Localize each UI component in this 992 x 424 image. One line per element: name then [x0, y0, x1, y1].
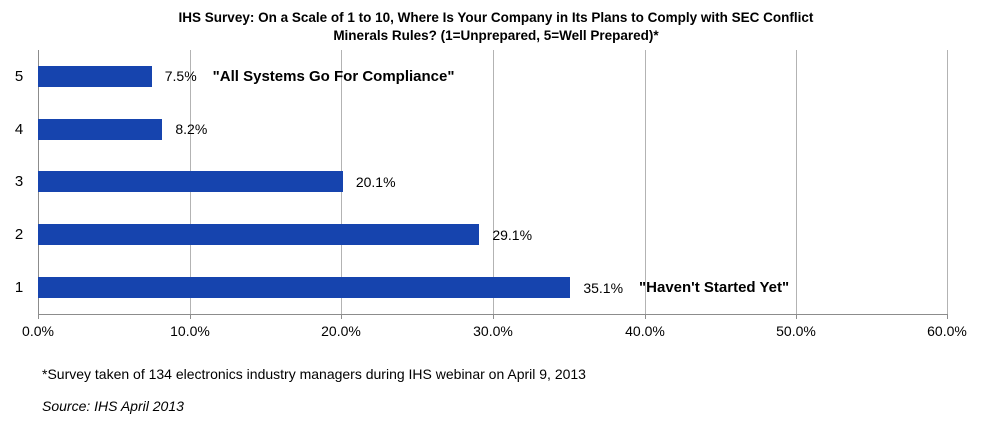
category-label: 4 — [14, 120, 24, 138]
value-label: 35.1% — [583, 279, 624, 296]
gridline — [947, 50, 948, 314]
x-tick-mark — [796, 314, 797, 319]
x-tick-mark — [645, 314, 646, 319]
source-note: Source: IHS April 2013 — [42, 398, 184, 414]
chart-title: IHS Survey: On a Scale of 1 to 10, Where… — [0, 9, 992, 44]
x-tick-mark — [341, 314, 342, 319]
bar — [38, 171, 343, 193]
bar — [38, 277, 571, 299]
x-tick-label: 60.0% — [927, 323, 967, 339]
gridline — [796, 50, 797, 314]
bar — [38, 224, 480, 246]
x-tick-label: 40.0% — [625, 323, 665, 339]
gridline — [645, 50, 646, 314]
bar — [38, 118, 163, 140]
chart-title-line-1: IHS Survey: On a Scale of 1 to 10, Where… — [178, 10, 814, 25]
chart-title-line-2: Minerals Rules? (1=Unprepared, 5=Well Pr… — [333, 27, 659, 43]
x-tick-mark — [190, 314, 191, 319]
annotation: "All Systems Go For Compliance" — [212, 67, 455, 85]
category-label: 3 — [14, 173, 24, 191]
x-tick-mark — [947, 314, 948, 319]
bar-row-5: 5 7.5% "All Systems Go For Compliance" — [15, 50, 948, 103]
x-tick-mark — [493, 314, 494, 319]
value-label: 7.5% — [164, 68, 197, 85]
category-label: 5 — [14, 67, 24, 85]
bar-row-2: 2 29.1% — [15, 208, 948, 261]
value-label: 20.1% — [355, 173, 396, 190]
value-label: 29.1% — [492, 226, 533, 243]
category-label: 1 — [14, 279, 24, 297]
bar-row-1: 1 35.1% "Haven't Started Yet" — [15, 261, 948, 314]
value-label: 8.2% — [175, 121, 208, 138]
x-tick-label: 10.0% — [170, 323, 210, 339]
x-tick-label: 30.0% — [473, 323, 513, 339]
x-tick-label: 50.0% — [776, 323, 816, 339]
x-tick-mark — [38, 314, 39, 319]
x-tick-label: 0.0% — [22, 323, 54, 339]
annotation: "Haven't Started Yet" — [639, 279, 790, 297]
bar — [38, 65, 152, 87]
bar-row-4: 4 8.2% — [15, 103, 948, 156]
category-label: 2 — [14, 226, 24, 244]
bar-row-3: 3 20.1% — [15, 156, 948, 209]
footnote: *Survey taken of 134 electronics industr… — [42, 366, 586, 382]
x-tick-label: 20.0% — [321, 323, 361, 339]
plot-area: 0.0% 10.0% 20.0% 30.0% 40.0% 50.0% 60.0% 5 7.5% "… — [15, 50, 967, 339]
gridline — [493, 50, 494, 314]
